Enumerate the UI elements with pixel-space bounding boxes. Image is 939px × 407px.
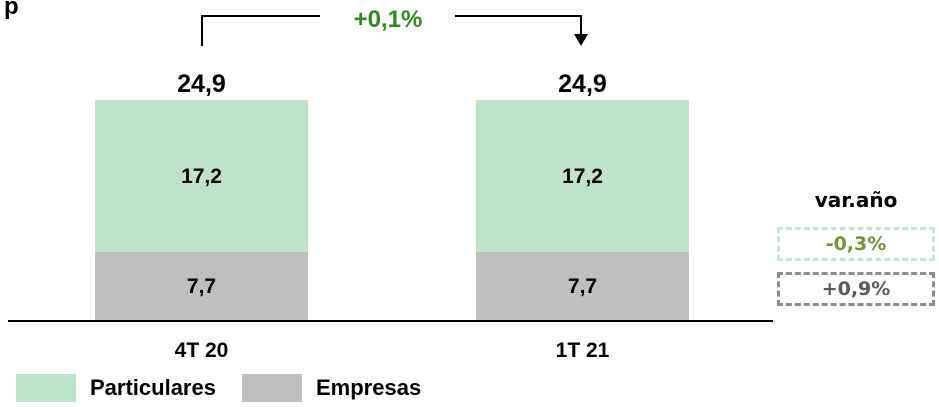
var-year-empresas: +0,9% — [777, 272, 935, 306]
arrow-path-right — [455, 15, 582, 36]
bar-empresas-2 — [476, 251, 689, 320]
var-year-title: var.año — [814, 188, 898, 212]
bar-particulares-1 — [95, 100, 308, 252]
legend-label-particulares: Particulares — [90, 375, 216, 400]
data-label-empresas-2: 7,7 — [568, 275, 597, 298]
legend-label-empresas: Empresas — [316, 375, 422, 400]
bars-group: 7,7 17,2 24,9 4T 20 7,7 17,2 24,9 1T 21 — [95, 70, 689, 362]
total-label-1: 24,9 — [177, 70, 226, 98]
data-label-empresas-1: 7,7 — [187, 275, 216, 298]
x-tick-label-1: 4T 20 — [175, 339, 229, 362]
bar-particulares-2 — [476, 100, 689, 252]
var-year-particulares: -0,3% — [777, 227, 935, 261]
legend-swatch-particulares — [16, 374, 76, 402]
data-label-particulares-2: 17,2 — [562, 165, 603, 188]
bar-empresas-1 — [95, 251, 308, 320]
arrow-head — [574, 34, 588, 46]
change-label: +0,1% — [354, 6, 423, 33]
legend-item-particulares: Particulares — [16, 374, 216, 402]
total-label-2: 24,9 — [558, 70, 607, 98]
change-arrow: +0,1% — [201, 6, 588, 46]
data-label-particulares-1: 17,2 — [181, 165, 222, 188]
arrow-path-left — [201, 15, 320, 46]
legend-swatch-empresas — [242, 374, 302, 402]
x-tick-label-2: 1T 21 — [556, 339, 610, 362]
title-fragment: p — [4, 0, 19, 20]
legend-item-empresas: Empresas — [242, 374, 421, 402]
